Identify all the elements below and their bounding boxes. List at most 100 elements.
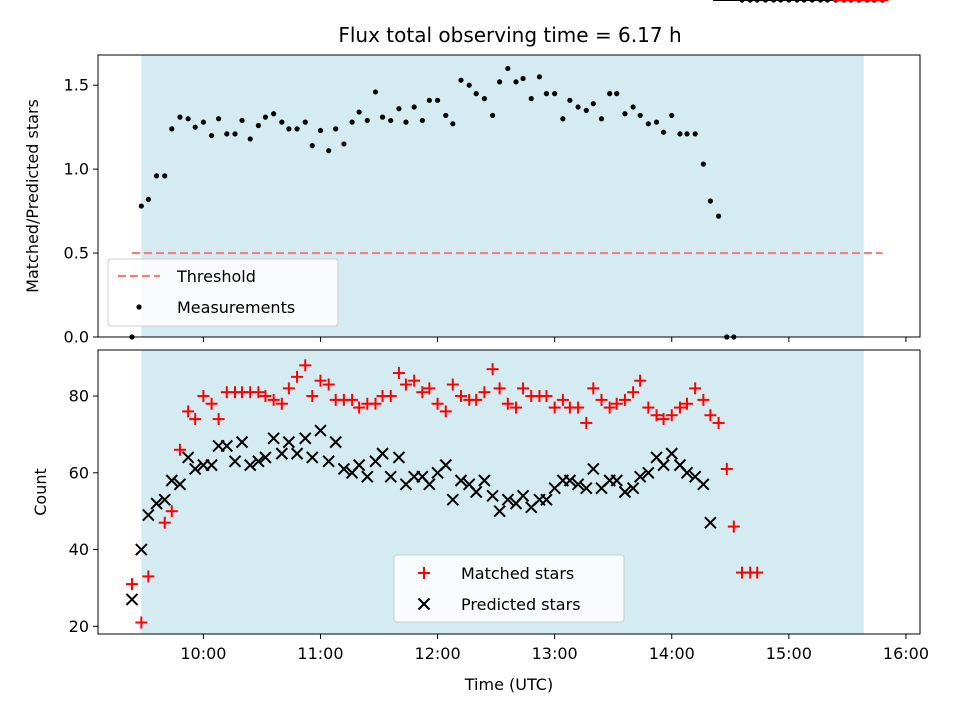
- measurement-point: [653, 119, 660, 125]
- measurement-point: [528, 96, 534, 102]
- measurement-point: [138, 203, 144, 209]
- x-tick-label: 12:00: [415, 644, 461, 663]
- measurement-point: [216, 116, 222, 122]
- measurement-point: [536, 74, 543, 80]
- measurement-point: [513, 79, 519, 85]
- matched-star-point: [650, 409, 663, 422]
- measurement-point: [543, 91, 550, 97]
- matched-star-point: [540, 390, 553, 403]
- predicted-star-point: [205, 458, 218, 472]
- legend-measurements-label: Measurements: [177, 298, 295, 317]
- predicted-stars-points: [125, 0, 833, 606]
- measurement-point: [185, 116, 191, 122]
- predicted-star-point: [290, 447, 304, 460]
- measurement-point: [200, 119, 206, 125]
- matched-star-point: [712, 416, 725, 429]
- matched-star-point: [720, 462, 733, 475]
- predicted-star-point: [220, 439, 234, 453]
- matched-star-point: [580, 416, 593, 429]
- matched-star-point: [212, 413, 225, 426]
- measurement-point: [162, 173, 168, 179]
- matched-star-point: [182, 405, 195, 418]
- measurement-point: [450, 121, 456, 127]
- measurement-point: [607, 91, 613, 97]
- measurement-point: [520, 75, 526, 82]
- measurement-point: [645, 121, 651, 127]
- measurement-point: [208, 132, 215, 139]
- measurement-point: [294, 126, 300, 132]
- predicted-star-point: [516, 489, 530, 503]
- predicted-star-point: [446, 493, 460, 506]
- matched-star-point: [346, 393, 359, 406]
- matched-star-point: [408, 374, 421, 387]
- measurement-point: [443, 112, 449, 119]
- predicted-star-point: [158, 493, 171, 506]
- matched-star-point: [165, 505, 178, 518]
- predicted-star-point: [228, 455, 242, 468]
- matched-star-point: [697, 393, 710, 406]
- measurement-point: [598, 116, 605, 122]
- bottom-axes-frame: [97, 349, 921, 635]
- measurement-point: [411, 104, 417, 110]
- measurement-point: [372, 89, 379, 95]
- x-tick-label: 16:00: [883, 644, 929, 663]
- matched-star-point: [205, 397, 218, 410]
- predicted-star-point: [478, 474, 491, 487]
- matched-star-point: [353, 401, 366, 414]
- measurement-point: [660, 129, 667, 135]
- matched-star-point: [384, 390, 397, 403]
- matched-star-point: [657, 413, 670, 426]
- measurement-point: [419, 117, 425, 124]
- predicted-star-point: [361, 470, 374, 483]
- predicted-star-point: [352, 458, 366, 472]
- measurement-point: [630, 104, 636, 110]
- matched-star-point: [587, 382, 600, 395]
- measurement-point: [426, 97, 432, 103]
- matched-star-point: [618, 393, 631, 406]
- measurement-point: [590, 101, 596, 107]
- predicted-star-point: [657, 458, 670, 472]
- predicted-star-point: [282, 435, 296, 449]
- top-y-axis-label: Matched/Predicted stars: [23, 99, 42, 293]
- matched-star-point: [423, 382, 436, 395]
- predicted-star-point: [188, 462, 202, 476]
- matched-star-point: [634, 374, 647, 387]
- matched-star-point: [306, 390, 319, 403]
- measurement-point: [364, 117, 370, 124]
- matched-star-point: [680, 397, 693, 410]
- predicted-star-point: [680, 466, 694, 480]
- measurement-point: [341, 141, 347, 147]
- predicted-star-point: [306, 451, 319, 464]
- measurement-point: [309, 143, 315, 149]
- matched-star-point: [135, 616, 148, 629]
- matched-star-point: [416, 386, 429, 399]
- measurement-point: [575, 104, 581, 110]
- measurement-point: [396, 106, 402, 112]
- predicted-star-point: [275, 447, 289, 460]
- matched-star-point: [704, 409, 717, 422]
- measurement-point: [684, 131, 690, 137]
- predicted-star-point: [587, 462, 600, 476]
- measurement-point: [497, 79, 503, 85]
- matched-star-point: [259, 390, 272, 403]
- matched-star-point: [642, 401, 655, 414]
- measurement-point: [403, 119, 409, 125]
- top-panel: 0.0 0.5 1.0 1.5 Matched/Predicted stars Thr…: [23, 0, 921, 347]
- measurement-point: [232, 131, 238, 137]
- predicted-star-point: [697, 478, 710, 491]
- legend-matched-label: Matched stars: [461, 564, 574, 583]
- matched-star-point: [517, 382, 530, 395]
- measurement-point: [700, 161, 706, 167]
- predicted-star-point: [454, 474, 468, 487]
- measurement-point: [715, 213, 722, 219]
- predicted-star-point: [439, 458, 452, 472]
- predicted-star-point: [610, 474, 623, 487]
- predicted-star-point: [704, 516, 717, 529]
- matched-star-point: [665, 409, 678, 422]
- matched-star-point: [673, 401, 686, 414]
- top-y-tick-label: 1.0: [64, 160, 89, 179]
- predicted-star-point: [252, 455, 265, 468]
- bottom-y-tick-label: 60: [69, 463, 89, 482]
- matched-star-point: [125, 578, 138, 591]
- predicted-star-point: [618, 485, 632, 499]
